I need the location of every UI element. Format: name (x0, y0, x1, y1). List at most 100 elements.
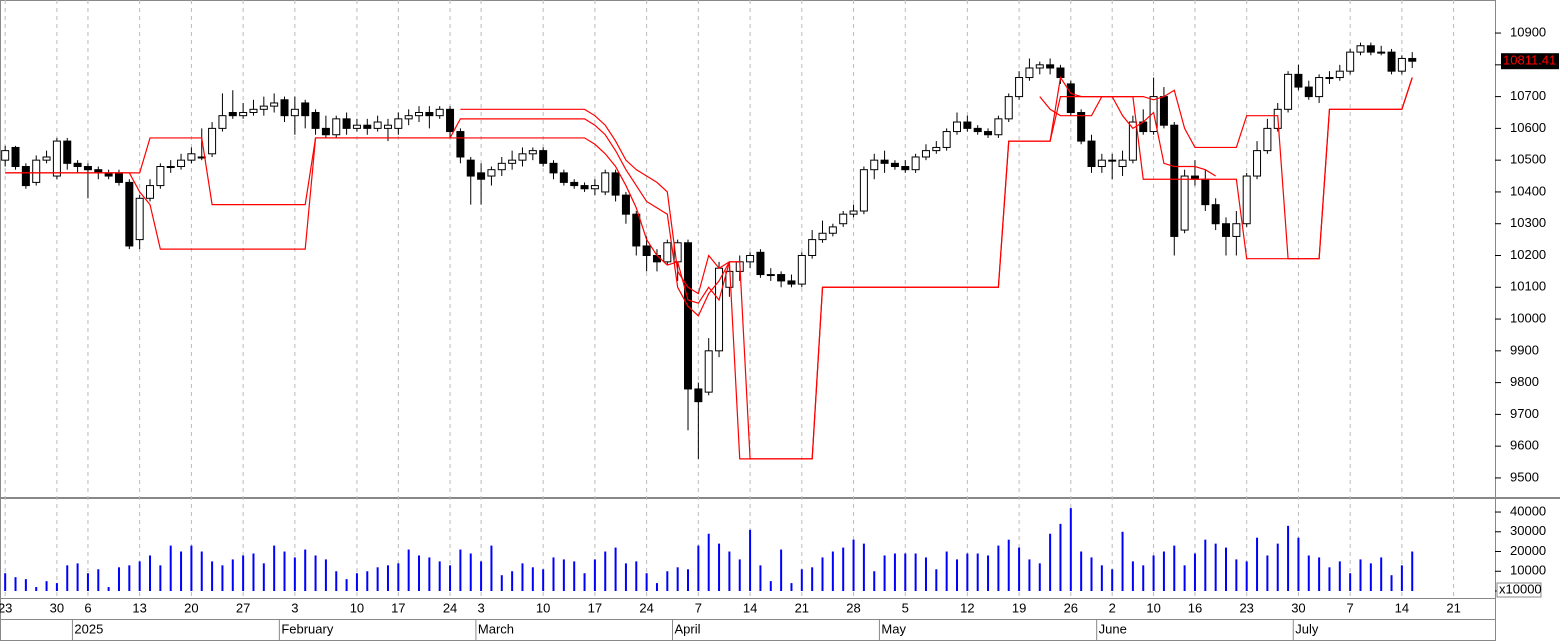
candle-body (83, 166, 92, 171)
candle-body (963, 121, 972, 129)
y-tick-label: 9900 (1510, 342, 1539, 357)
candle-body (932, 146, 941, 152)
candle-body (746, 254, 755, 263)
x-tick-label: 16 (1188, 600, 1202, 615)
candle-body (632, 213, 641, 247)
candle-body (539, 150, 548, 164)
candle-body (611, 172, 620, 196)
candle-body (973, 127, 982, 133)
candle-body (1159, 96, 1168, 126)
candle-body (642, 245, 651, 256)
candle-body (166, 166, 175, 169)
month-label: February (281, 621, 334, 636)
volume-tick-label: 10000 (1510, 563, 1546, 578)
y-tick-label: 10500 (1510, 152, 1546, 167)
candle-body (228, 111, 237, 117)
candle-body (415, 111, 424, 117)
x-tick-label: 3 (291, 600, 298, 615)
candle-body (270, 102, 279, 107)
candle-body (880, 159, 889, 164)
x-tick-label: 17 (391, 600, 405, 615)
x-tick-label: 3 (477, 600, 484, 615)
candle-body (1242, 175, 1251, 225)
candle-body (1335, 70, 1344, 79)
month-label: July (1295, 621, 1319, 636)
candle-body (570, 181, 579, 187)
last-price-box (1501, 53, 1559, 70)
candle-body (859, 169, 868, 212)
candle-body (1304, 86, 1313, 98)
x-tick-label: 7 (1347, 600, 1354, 615)
month-label: April (674, 621, 700, 636)
candle-body (508, 159, 517, 164)
month-label: 2025 (74, 621, 103, 636)
x-tick-label: 19 (1012, 600, 1026, 615)
x-tick-label: 21 (1446, 600, 1460, 615)
candle-body (373, 121, 382, 129)
x-tick-label: 26 (1064, 600, 1078, 615)
candle-body (425, 111, 434, 117)
candle-body (1397, 57, 1406, 72)
candle-body (321, 127, 330, 136)
candle-body (394, 118, 403, 129)
month-label: March (478, 621, 514, 636)
candle-body (301, 102, 310, 117)
candle-body (1387, 51, 1396, 72)
candle-body (487, 169, 496, 177)
candle-body (787, 280, 796, 285)
candle-body (342, 118, 351, 129)
month-label: May (881, 621, 906, 636)
candle-body (1253, 150, 1262, 177)
candle-body (1087, 140, 1096, 168)
candle-body (1294, 73, 1303, 88)
candle-body (218, 115, 227, 129)
unit-box (1496, 582, 1542, 598)
candle-body (290, 108, 299, 117)
x-tick-label: 20 (184, 600, 198, 615)
candle-body (1077, 111, 1086, 142)
x-tick-label: 10 (536, 600, 550, 615)
candle-body (921, 150, 930, 158)
candle-body (332, 118, 341, 136)
candle-body (549, 162, 558, 174)
x-tick-label: 17 (588, 600, 602, 615)
candle-body (756, 251, 765, 276)
candle-body (404, 115, 413, 120)
y-tick-label: 10100 (1510, 279, 1546, 294)
candle-body (839, 213, 848, 225)
candle-body (73, 162, 82, 168)
candle-body (890, 162, 899, 168)
candle-body (435, 108, 444, 117)
indicator-line (460, 108, 740, 295)
candle-body (870, 159, 879, 171)
candle-body (497, 162, 506, 171)
month-label: June (1099, 621, 1127, 636)
y-tick-label: 10900 (1510, 24, 1546, 39)
x-tick-label: 24 (639, 600, 653, 615)
candle-body (953, 121, 962, 133)
candle-body (1315, 77, 1324, 98)
candle-body (42, 156, 51, 161)
x-tick-label: 28 (846, 600, 860, 615)
x-tick-label: 7 (695, 600, 702, 615)
candle-body (280, 99, 289, 117)
volume-tick-label: 40000 (1510, 503, 1546, 518)
x-tick-label: 14 (1395, 600, 1409, 615)
candle-body (177, 159, 186, 168)
candle-body (1408, 57, 1417, 62)
volume-tick-label: 20000 (1510, 543, 1546, 558)
x-tick-label: 27 (236, 600, 250, 615)
candle-body (1035, 64, 1044, 69)
candle-body (559, 172, 568, 183)
candle-body (135, 197, 144, 241)
x-tick-label: 10 (350, 600, 364, 615)
candle-body (156, 166, 165, 187)
candle-body (1108, 159, 1117, 162)
candle-body (621, 194, 630, 215)
candle-body (456, 131, 465, 158)
candle-body (466, 159, 475, 177)
candle-body (146, 185, 155, 199)
